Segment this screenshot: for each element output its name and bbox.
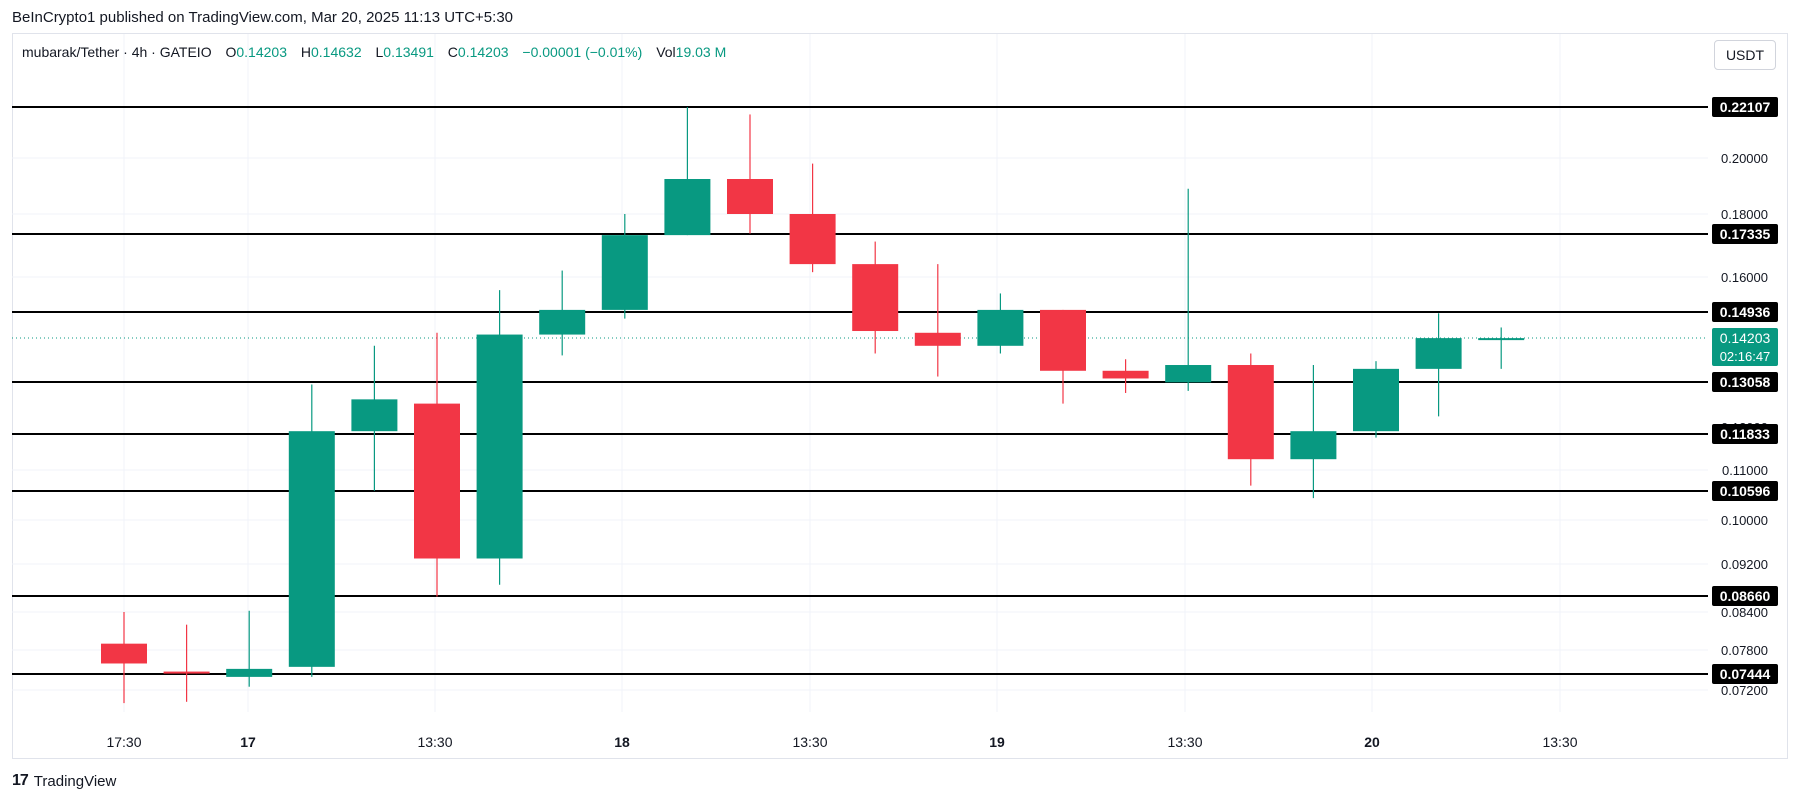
candle-body bbox=[539, 309, 586, 335]
x-axis: 17:30 17 13:30 18 13:30 19 13:30 20 13:30 bbox=[106, 734, 1577, 750]
volume-value: 19.03 M bbox=[675, 44, 727, 60]
open-value: 0.14203 bbox=[236, 44, 287, 60]
current-price-label: 0.14203 bbox=[1720, 330, 1771, 346]
candle-body bbox=[727, 179, 773, 214]
close-value: 0.14203 bbox=[457, 44, 509, 60]
level-price-label: 0.07444 bbox=[1720, 666, 1771, 682]
level-price-tag bbox=[1712, 481, 1778, 501]
y-tick-label: 0.10000 bbox=[1721, 513, 1768, 528]
level-labels: 0.22107 0.17335 0.14936 0.13058 0.11833 0.105… bbox=[1712, 97, 1778, 684]
y-tick-label: 0.20000 bbox=[1721, 151, 1768, 166]
open-label: O bbox=[225, 44, 237, 60]
level-price-tag bbox=[1712, 372, 1778, 392]
y-tick-label: 0.18000 bbox=[1721, 207, 1768, 222]
x-tick-label: 20 bbox=[1364, 734, 1380, 750]
high-value: 0.14632 bbox=[311, 44, 362, 60]
countdown-label: 02:16:47 bbox=[1720, 349, 1771, 364]
candle-body bbox=[163, 671, 210, 674]
candle-body bbox=[1040, 309, 1086, 371]
candle-body bbox=[852, 264, 899, 332]
symbol-legend: mubarak/Tether · 4h · GATEIO O0.14203 H0… bbox=[22, 44, 736, 60]
candle-body bbox=[226, 668, 273, 677]
low-value: 0.13491 bbox=[383, 44, 434, 60]
level-price-tag bbox=[1712, 302, 1778, 322]
candle-body bbox=[914, 332, 961, 346]
level-price-tag bbox=[1712, 664, 1778, 684]
tradingview-brand: TradingView bbox=[33, 772, 117, 790]
x-tick-label: 17:30 bbox=[106, 734, 141, 750]
x-tick-label: 13:30 bbox=[417, 734, 452, 750]
candle-body bbox=[664, 179, 711, 236]
candle-body bbox=[789, 214, 836, 265]
currency-button[interactable]: USDT bbox=[1714, 40, 1776, 70]
grid bbox=[12, 34, 1708, 712]
change-value: −0.00001 (−0.01%) bbox=[522, 44, 643, 60]
published-line: BeInCrypto1 published on TradingView.com… bbox=[12, 9, 513, 26]
tradingview-logo[interactable]: 17 TradingView bbox=[12, 772, 116, 790]
x-tick-label: 13:30 bbox=[1167, 734, 1202, 750]
y-tick-label: 0.09200 bbox=[1721, 557, 1768, 572]
candle-body bbox=[101, 643, 147, 664]
candle-body bbox=[1102, 370, 1149, 379]
y-tick-label: 0.08400 bbox=[1721, 605, 1768, 620]
low-label: L bbox=[375, 44, 384, 60]
y-tick-label: 0.11000 bbox=[1722, 463, 1768, 478]
candle-body bbox=[351, 399, 398, 432]
candle-body bbox=[476, 334, 523, 559]
level-price-label: 0.14936 bbox=[1720, 304, 1771, 320]
y-tick-label: 0.07200 bbox=[1721, 683, 1768, 698]
tradingview-logo-icon: 17 bbox=[12, 772, 29, 789]
level-price-label: 0.22107 bbox=[1720, 99, 1771, 115]
level-price-label: 0.10596 bbox=[1720, 483, 1771, 499]
close-label: C bbox=[447, 44, 458, 60]
candle-body bbox=[1415, 338, 1462, 369]
level-price-tag bbox=[1712, 424, 1778, 444]
candle-body bbox=[288, 431, 335, 667]
candle-body bbox=[1227, 365, 1274, 460]
candle-body bbox=[601, 235, 648, 310]
level-price-label: 0.13058 bbox=[1720, 374, 1771, 390]
candle-body bbox=[414, 403, 460, 559]
level-price-tag bbox=[1712, 586, 1778, 606]
current-price-tag bbox=[1712, 328, 1778, 366]
level-price-label: 0.08660 bbox=[1720, 588, 1771, 604]
level-price-tag bbox=[1712, 224, 1778, 244]
candles bbox=[101, 107, 1525, 704]
horizontal-levels bbox=[12, 106, 1708, 675]
x-tick-label: 13:30 bbox=[792, 734, 827, 750]
candle-body bbox=[1478, 338, 1525, 341]
y-tick-label: 0.16000 bbox=[1721, 270, 1768, 285]
x-tick-label: 19 bbox=[989, 734, 1005, 750]
candle-body bbox=[977, 309, 1024, 346]
level-price-tag bbox=[1712, 97, 1778, 117]
level-price-label: 0.11833 bbox=[1720, 426, 1770, 442]
candle-body bbox=[1353, 368, 1399, 432]
x-tick-label: 18 bbox=[614, 734, 630, 750]
candle-body bbox=[1290, 431, 1337, 460]
symbol-title[interactable]: mubarak/Tether · 4h · GATEIO bbox=[22, 44, 212, 60]
y-axis: 0.20000 0.18000 0.16000 0.11000 0.10000 0.092… bbox=[1721, 151, 1768, 698]
x-tick-label: 17 bbox=[240, 734, 256, 750]
chart-frame bbox=[12, 33, 1788, 759]
level-price-label: 0.17335 bbox=[1720, 226, 1771, 242]
candle-body bbox=[1165, 365, 1212, 383]
high-label: H bbox=[300, 44, 311, 60]
volume-label: Vol bbox=[656, 44, 676, 60]
x-tick-label: 13:30 bbox=[1542, 734, 1577, 750]
y-tick-label: 0.07800 bbox=[1721, 643, 1768, 658]
